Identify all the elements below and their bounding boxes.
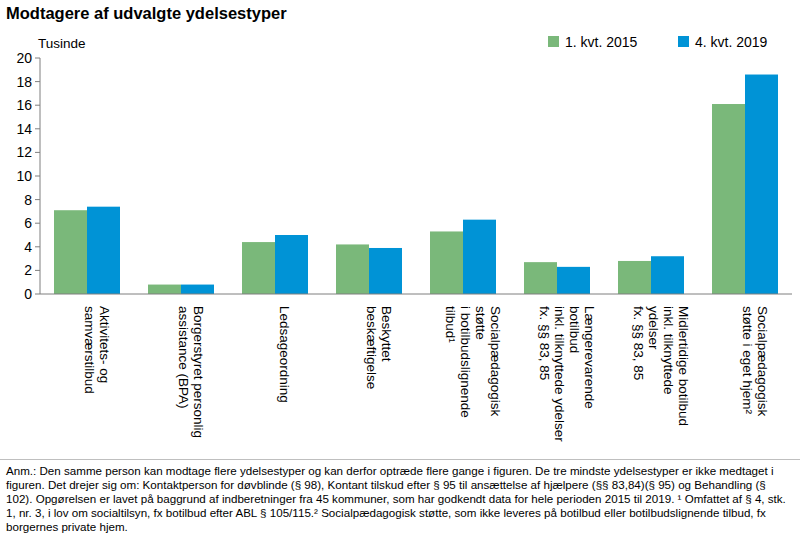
x-tick-label-line: assistance (BPA) xyxy=(176,306,191,409)
bar xyxy=(557,267,590,294)
x-tick-label-line: støtte i eget hjem² xyxy=(740,306,755,415)
y-tick xyxy=(35,199,40,200)
bar xyxy=(651,256,684,294)
y-label: Tusinde xyxy=(38,36,86,51)
bar xyxy=(618,261,651,294)
x-tick-label: Borgerstyret personligassistance (BPA) xyxy=(176,306,206,438)
x-tick-label-line: Socialpædagogisk xyxy=(755,306,770,417)
y-tick xyxy=(35,294,40,295)
x-tick-label: Socialpædagogiskstøtte i eget hjem² xyxy=(740,306,770,417)
x-tick-label-line: ydelser xyxy=(646,306,661,350)
legend-label: 1. kvt. 2015 xyxy=(565,34,638,50)
bar xyxy=(242,242,275,294)
x-axis xyxy=(40,294,792,295)
separator xyxy=(0,459,800,460)
y-tick xyxy=(35,58,40,59)
y-tick xyxy=(35,152,40,153)
y-tick-label: 14 xyxy=(16,121,32,137)
x-tick-label-line: Længerevarende xyxy=(582,306,597,409)
bar xyxy=(524,262,557,294)
x-tick-label-line: støtte xyxy=(473,306,488,340)
y-tick-label: 4 xyxy=(24,239,32,255)
x-tick-label-line: fx. §§ 83, 85 xyxy=(631,306,646,380)
bar xyxy=(712,104,745,294)
bar xyxy=(54,210,87,294)
y-tick xyxy=(35,270,40,271)
chart: Modtagere af udvalgte ydelsestyper Tusind… xyxy=(0,0,800,460)
y-tick xyxy=(35,223,40,224)
x-tick-label: Ledsageordning xyxy=(277,306,292,403)
y-tick xyxy=(35,105,40,106)
x-tick-label-line: Beskyttet xyxy=(379,306,394,362)
y-tick-label: 16 xyxy=(16,97,32,113)
x-tick-label-line: botilbud xyxy=(567,306,582,353)
y-tick-label: 20 xyxy=(16,50,32,66)
y-tick-label: 6 xyxy=(24,215,32,231)
legend-swatch xyxy=(548,36,559,47)
y-tick xyxy=(35,128,40,129)
x-tick-label-line: Midlertidige botilbud xyxy=(676,306,691,426)
y-tick-label: 8 xyxy=(24,192,32,208)
x-tick-label-line: Socialpædagogisk xyxy=(488,306,503,417)
bar xyxy=(369,248,402,294)
y-tick-label: 18 xyxy=(16,74,32,90)
x-tick-label: Socialpædagogiskstøttei botilbudslignend… xyxy=(443,306,503,418)
bar xyxy=(336,244,369,294)
bar xyxy=(745,75,778,294)
x-tick-label-line: tilbud¹ xyxy=(443,306,458,343)
bars xyxy=(54,75,778,294)
legend-swatch xyxy=(678,36,689,47)
x-tick-label: Længerevarendebotilbudinkl. tilknyttede … xyxy=(537,306,597,442)
y-tick xyxy=(35,176,40,177)
x-tick-label-line: Aktivitets- og xyxy=(97,306,112,383)
y-tick xyxy=(35,246,40,247)
x-tick-label-line: beskæftigelse xyxy=(364,306,379,389)
bar xyxy=(148,285,181,294)
y-tick-label: 10 xyxy=(16,168,32,184)
legend-label: 4. kvt. 2019 xyxy=(695,34,768,50)
y-tick-label: 2 xyxy=(24,262,32,278)
x-tick-label-line: i botilbudslignende xyxy=(458,306,473,418)
y-tick xyxy=(35,81,40,82)
y-tick-label: 12 xyxy=(16,144,32,160)
note: Anm.: Den samme person kan modtage flere… xyxy=(6,464,794,534)
title: Modtagere af udvalgte ydelsestyper xyxy=(6,4,287,22)
x-tick-label-line: fx. §§ 83, 85 xyxy=(537,306,552,380)
x-tick-label-line: samværstilbud xyxy=(82,306,97,394)
bar xyxy=(181,285,214,294)
x-tick-label: Beskyttetbeskæftigelse xyxy=(364,306,394,389)
x-tick-label: Midlertidige botilbudinkl. tilknyttedeyd… xyxy=(631,306,691,426)
x-tick-label: Aktivitets- ogsamværstilbud xyxy=(82,306,112,394)
bar xyxy=(463,220,496,294)
x-tick-label-line: Borgerstyret personlig xyxy=(191,306,206,438)
y-axis xyxy=(40,58,41,294)
x-tick-label-line: inkl. tilknyttede ydelser xyxy=(552,306,567,442)
x-tick-label-line: Ledsageordning xyxy=(277,306,292,403)
bar xyxy=(87,207,120,294)
bar xyxy=(275,235,308,294)
x-tick-label-line: inkl. tilknyttede xyxy=(661,306,676,395)
y-tick-label: 0 xyxy=(24,286,32,302)
bar xyxy=(430,231,463,294)
